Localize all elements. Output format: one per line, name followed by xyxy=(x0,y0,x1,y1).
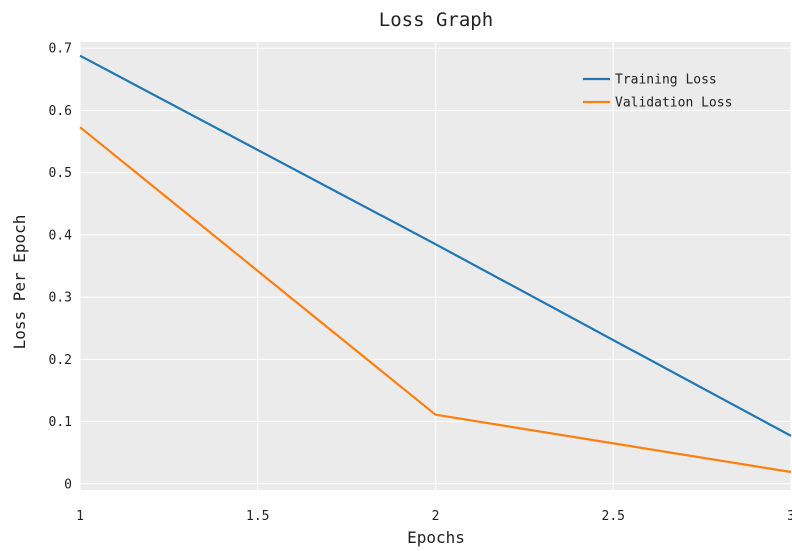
y-tick-label: 0.1 xyxy=(49,415,72,430)
x-tick-label: 2 xyxy=(432,509,440,524)
y-tick-label: 0.3 xyxy=(49,291,72,306)
series-line-validation-loss xyxy=(79,126,792,474)
x-tick-label: 2.5 xyxy=(602,509,625,524)
y-tick-label: 0.6 xyxy=(49,104,72,119)
y-tick-label: 0 xyxy=(64,477,72,492)
series-lines xyxy=(79,54,792,474)
x-tick-label: 1.5 xyxy=(246,509,269,524)
y-tick-label: 0.7 xyxy=(49,42,72,57)
chart-title: Loss Graph xyxy=(379,9,493,31)
x-axis-ticks: 1 1.5 2 2.5 3 xyxy=(76,509,792,524)
legend-label: Training Loss xyxy=(615,73,717,88)
x-axis-label: Epochs xyxy=(407,528,465,547)
y-tick-label: 0.4 xyxy=(49,228,73,243)
y-tick-label: 0.5 xyxy=(49,166,72,181)
x-tick-label: 3 xyxy=(787,509,792,524)
grid xyxy=(79,42,792,490)
x-tick-label: 1 xyxy=(76,509,84,524)
y-axis-ticks: 0 0.1 0.2 0.3 0.4 0.5 0.6 0.7 xyxy=(49,42,73,493)
y-axis-label: Loss Per Epoch xyxy=(10,215,29,350)
legend-label: Validation Loss xyxy=(615,96,732,111)
legend: Training Loss Validation Loss xyxy=(583,73,732,111)
series-line-training-loss xyxy=(79,54,792,437)
y-tick-label: 0.2 xyxy=(49,353,72,368)
